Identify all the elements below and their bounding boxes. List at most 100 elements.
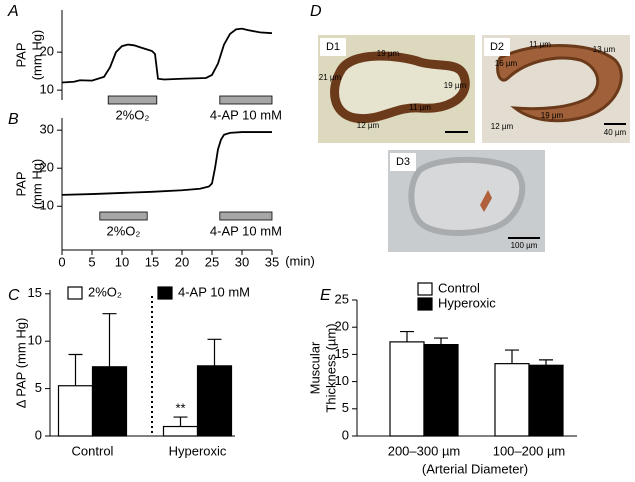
measurement: 13 µm [593, 45, 616, 54]
x-tick-label: 200–300 µm [388, 443, 461, 458]
measurement: 19 µm [444, 81, 467, 90]
measurement: 12 µm [357, 121, 380, 130]
measurement: 11 µm [529, 40, 551, 49]
y-axis-label: PAP [13, 171, 28, 196]
y-axis-label: Muscular [307, 341, 322, 394]
treatment-bar [99, 211, 148, 221]
error-bar [173, 416, 188, 427]
x-tick-label: 0 [58, 254, 65, 269]
y-tick-label: 10 [40, 82, 54, 97]
vessel [408, 156, 526, 236]
panel-label: A [7, 3, 19, 20]
measurement: 12 µm [491, 122, 514, 131]
y-tick-label: 15 [335, 346, 349, 361]
treatment-bar [219, 211, 273, 221]
legend-label: 2%O₂ [88, 284, 122, 299]
x-tick-label: 10 [115, 254, 129, 269]
image-label: D2 [490, 41, 504, 53]
label-box [484, 38, 510, 56]
panel-label: B [8, 111, 19, 128]
y-tick-label: 20 [40, 44, 54, 59]
bar [528, 364, 564, 437]
measurement: 21 µm [319, 73, 342, 82]
legend-label: Hyperoxic [438, 295, 496, 310]
y-tick-label: 10 [335, 373, 349, 388]
x-tick-label: 25 [205, 254, 219, 269]
legend-swatch [157, 286, 173, 300]
x-tick-label: Control [72, 443, 114, 458]
y-axis-label: (mm Hg) [29, 30, 44, 81]
error-bar [68, 353, 83, 386]
y-tick-label: 10 [40, 198, 54, 213]
vessel [496, 44, 623, 123]
panel-d: D D1 19 µm 21 µm 19 µm 11 µm 12 µm D2 11… [310, 3, 630, 252]
treatment-label: 2%O₂ [116, 107, 150, 122]
error-bar [539, 359, 553, 366]
label-box [320, 38, 346, 56]
y-tick-label: 25 [335, 291, 349, 306]
treatment-label: 2%O₂ [107, 223, 141, 238]
image-label: D1 [326, 41, 340, 53]
image-label: D3 [396, 156, 410, 168]
bar [196, 365, 233, 437]
y-axis-label: Δ PAP (mm Hg) [13, 318, 28, 409]
treatment-label: 4-AP 10 mM [210, 223, 282, 238]
measurement: 19 µm [541, 111, 564, 120]
scale-label: 40 µm [604, 128, 627, 137]
measurement: 19 µm [377, 49, 400, 58]
trace [61, 27, 273, 84]
panel-label: C [8, 287, 20, 304]
legend-label: Control [438, 280, 480, 295]
y-tick-label: 0 [35, 427, 42, 442]
x-tick-label: 20 [175, 254, 189, 269]
x-tick-label: 30 [235, 254, 249, 269]
bar [57, 385, 94, 437]
x-tick-label: 15 [145, 254, 159, 269]
treatment-bar [107, 95, 158, 105]
y-tick-label: 30 [40, 122, 54, 137]
legend-swatch [67, 286, 83, 300]
bar [162, 425, 199, 437]
error-bar [434, 337, 448, 345]
y-tick-label: 10 [28, 333, 42, 348]
y-axis-label: (mm Hg) [29, 159, 44, 210]
bar [91, 366, 128, 437]
y-axis-label: Thickness (µm) [323, 323, 338, 412]
x-tick-label: 35 [265, 254, 279, 269]
panel-label: D [310, 3, 322, 20]
legend-swatch [417, 282, 433, 296]
y-axis-label: PAP [13, 42, 28, 67]
measurement: 16 µm [495, 59, 518, 68]
y-tick-label: 5 [342, 400, 349, 415]
x-tick-label: 5 [88, 254, 95, 269]
y-tick-label: 5 [35, 380, 42, 395]
bar [423, 344, 459, 437]
error-bar [102, 313, 117, 367]
x-axis-label: (Arterial Diameter) [422, 461, 528, 476]
panel-label: E [320, 287, 331, 304]
y-tick-label: 20 [40, 160, 54, 175]
legend-label: 4-AP 10 mM [178, 284, 250, 299]
significance: ** [175, 400, 185, 415]
y-tick-label: 15 [28, 285, 42, 300]
y-tick-label: 20 [335, 319, 349, 334]
x-tick-label: Hyperoxic [169, 443, 227, 458]
error-bar [400, 330, 414, 342]
scale-label: 100 µm [511, 241, 538, 250]
error-bar [207, 338, 222, 366]
bar [494, 363, 530, 437]
x-tick-label: 100–200 µm [493, 443, 566, 458]
trace [61, 131, 272, 196]
measurement: 11 µm [409, 103, 431, 112]
legend-swatch [417, 297, 433, 311]
stain [480, 190, 492, 212]
treatment-label: 4-AP 10 mM [210, 107, 282, 122]
x-axis-label: (min) [285, 253, 315, 268]
label-box [390, 153, 416, 171]
y-tick-label: 0 [342, 427, 349, 442]
vessel [330, 51, 470, 124]
bar [389, 341, 425, 437]
treatment-bar [219, 95, 273, 105]
error-bar [505, 349, 519, 364]
